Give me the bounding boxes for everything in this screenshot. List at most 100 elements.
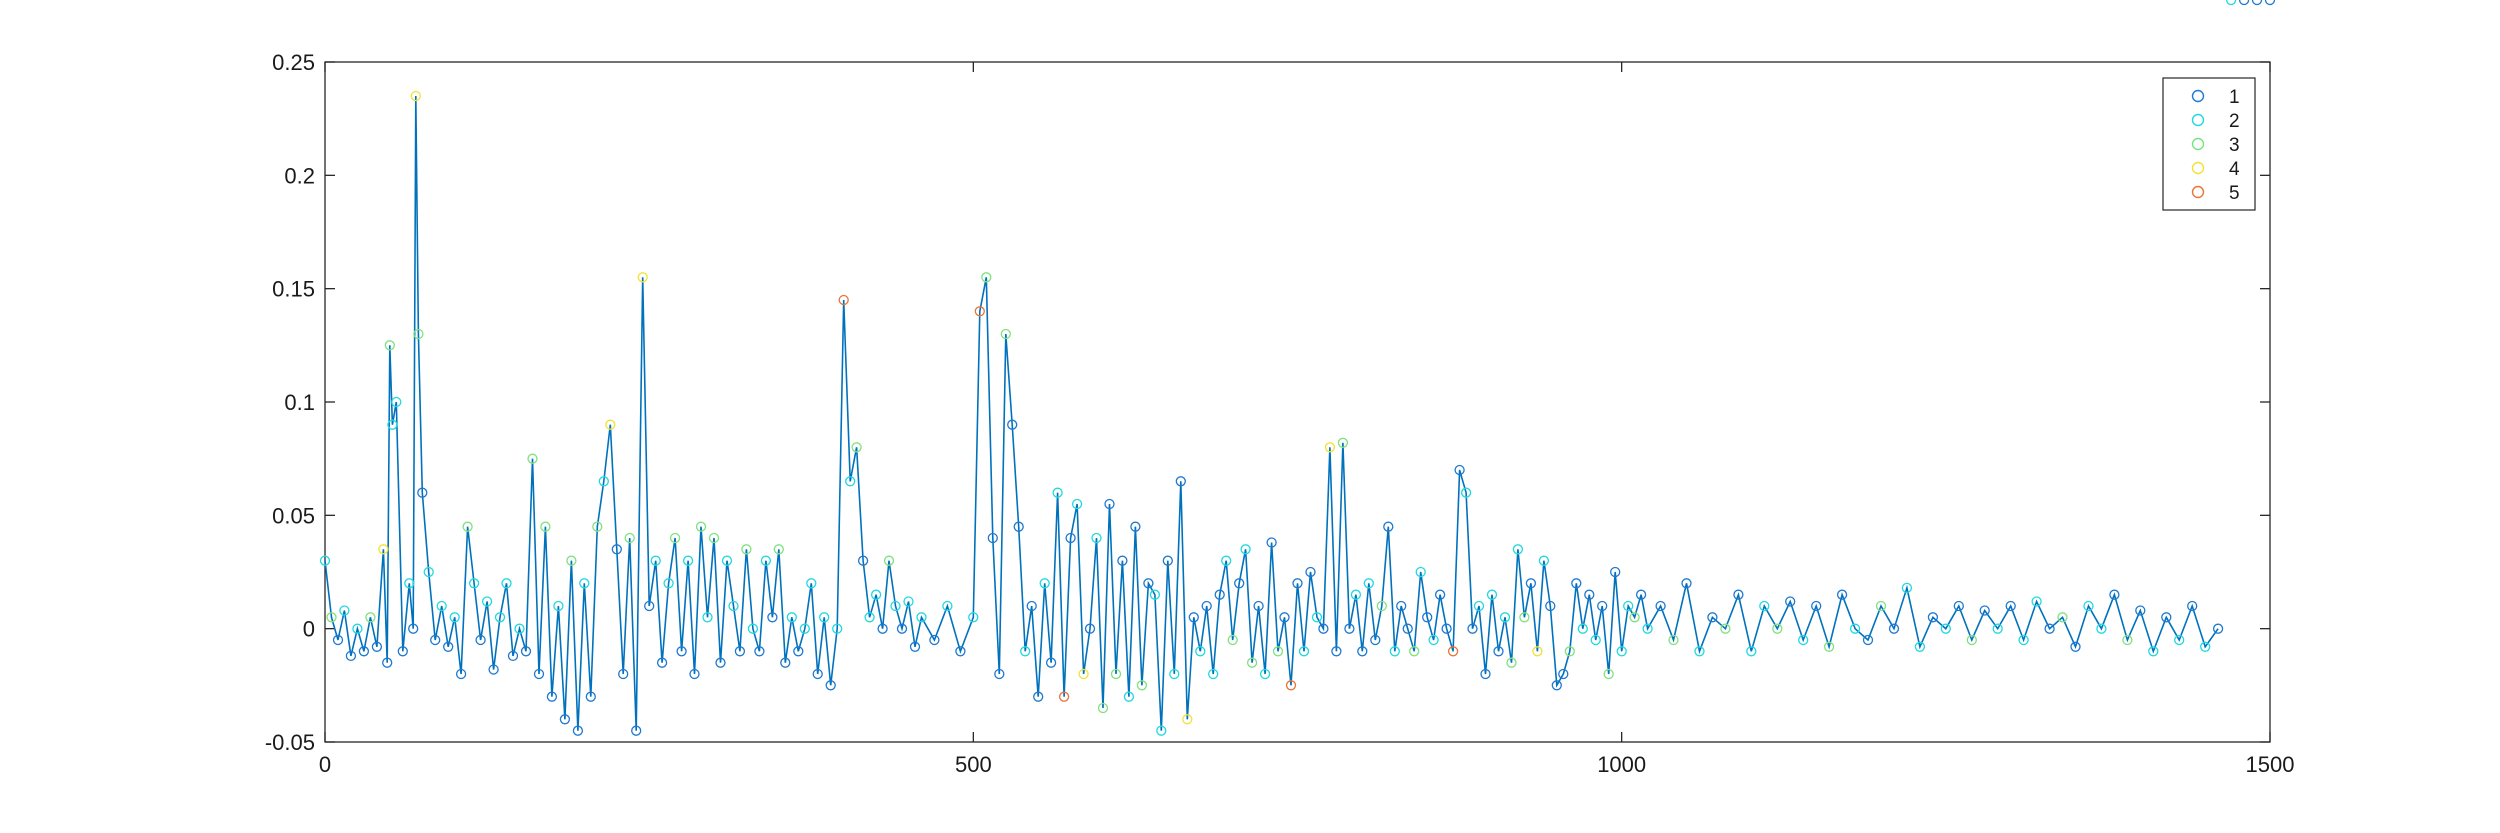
data-point xyxy=(413,328,424,340)
data-point xyxy=(1551,680,1562,691)
data-point xyxy=(1039,578,1050,589)
data-point xyxy=(572,725,584,736)
data-point xyxy=(644,600,655,612)
data-point xyxy=(1298,646,1310,657)
legend-marker xyxy=(2191,89,2205,103)
data-point xyxy=(1169,668,1180,680)
data-point xyxy=(1071,498,1083,510)
data-point xyxy=(624,532,635,544)
data-point xyxy=(1240,544,1251,555)
data-point xyxy=(955,646,966,657)
data-point xyxy=(488,664,499,675)
data-point xyxy=(2031,596,2042,607)
data-point xyxy=(436,600,447,612)
data-point xyxy=(1409,646,1420,657)
data-point xyxy=(339,605,350,616)
data-point xyxy=(851,442,862,453)
data-point xyxy=(2044,623,2055,634)
data-point xyxy=(1590,634,1601,646)
data-point xyxy=(1460,487,1472,498)
data-point xyxy=(1707,612,1718,623)
data-point xyxy=(780,657,791,668)
data-point xyxy=(1480,668,1491,680)
legend-label: 2 xyxy=(2229,111,2240,132)
data-point xyxy=(1940,623,1951,634)
data-point xyxy=(1227,634,1238,646)
data-point xyxy=(1376,600,1387,612)
data-point xyxy=(1065,532,1076,544)
data-point xyxy=(1201,600,1212,612)
data-point xyxy=(1720,623,1731,634)
data-point xyxy=(2187,600,2198,612)
data-point xyxy=(1110,668,1122,680)
data-point xyxy=(1130,521,1141,532)
data-point xyxy=(585,691,596,702)
data-point xyxy=(1441,623,1452,634)
data-point xyxy=(715,657,726,668)
data-point xyxy=(1603,668,1614,680)
data-point xyxy=(1979,605,1990,616)
data-point xyxy=(1143,578,1154,589)
data-point xyxy=(1162,555,1173,566)
data-point xyxy=(1033,691,1044,702)
data-point xyxy=(2148,646,2159,657)
data-point xyxy=(397,646,408,657)
x-tick-label: 1500 xyxy=(2246,752,2295,777)
data-point xyxy=(1104,498,1115,510)
data-point xyxy=(2212,623,2224,634)
data-point xyxy=(1117,555,1128,566)
data-point xyxy=(408,623,419,634)
data-point xyxy=(1318,623,1329,634)
data-point xyxy=(566,555,577,566)
data-point xyxy=(1026,600,1037,612)
data-point xyxy=(1642,623,1653,634)
axis-ticks xyxy=(324,61,2271,743)
data-point xyxy=(1253,600,1264,612)
data-point xyxy=(1156,725,1167,736)
data-point xyxy=(942,600,953,612)
data-point xyxy=(747,623,759,634)
data-point xyxy=(968,612,979,623)
data-point xyxy=(1246,657,1258,668)
data-point xyxy=(1914,641,1926,652)
data-point xyxy=(1428,634,1439,646)
data-point xyxy=(760,555,772,566)
data-point xyxy=(1214,589,1225,600)
y-tick-label: -0.05 xyxy=(265,730,315,755)
data-point xyxy=(468,578,480,589)
data-point xyxy=(1759,600,1770,612)
data-point xyxy=(319,555,331,566)
data-point xyxy=(382,657,393,668)
data-point xyxy=(1545,600,1556,612)
data-point xyxy=(1635,589,1647,600)
data-point xyxy=(1655,600,1666,612)
data-point xyxy=(656,657,668,668)
data-point xyxy=(1785,596,1796,607)
data-point xyxy=(1091,532,1102,544)
data-point xyxy=(682,555,694,566)
data-point xyxy=(449,612,460,623)
data-point xyxy=(832,623,843,634)
data-point xyxy=(695,521,707,532)
data-point xyxy=(786,612,797,623)
data-point xyxy=(1324,442,1336,453)
data-point xyxy=(1506,657,1517,668)
data-point xyxy=(2264,0,2276,6)
data-point xyxy=(1434,589,1446,600)
data-point xyxy=(1045,657,1057,668)
data-point xyxy=(708,532,720,544)
data-point xyxy=(579,578,590,589)
data-point xyxy=(1344,623,1355,634)
data-point xyxy=(1564,646,1575,657)
data-point xyxy=(1811,600,1822,612)
legend-marker xyxy=(2191,113,2205,127)
data-point xyxy=(2161,612,2172,623)
data-point xyxy=(1836,589,1848,600)
data-point xyxy=(1195,646,1206,657)
data-point xyxy=(793,646,804,657)
data-point xyxy=(540,521,551,532)
data-point xyxy=(1927,612,1939,623)
data-point xyxy=(1519,612,1530,623)
data-point xyxy=(1668,634,1679,646)
